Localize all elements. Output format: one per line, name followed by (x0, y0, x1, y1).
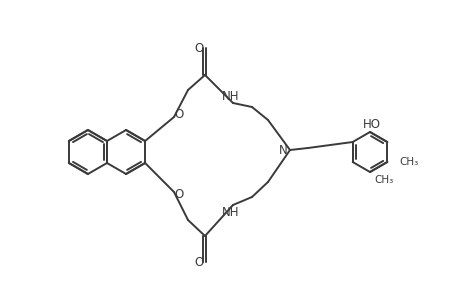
Text: O: O (174, 188, 183, 202)
Text: CH₃: CH₃ (373, 175, 392, 185)
Text: HO: HO (362, 118, 380, 130)
Text: O: O (194, 41, 203, 55)
Text: N: N (278, 143, 287, 157)
Text: NH: NH (222, 89, 239, 103)
Text: O: O (174, 107, 183, 121)
Text: NH: NH (222, 206, 239, 218)
Text: CH₃: CH₃ (398, 157, 418, 167)
Text: O: O (194, 256, 203, 268)
